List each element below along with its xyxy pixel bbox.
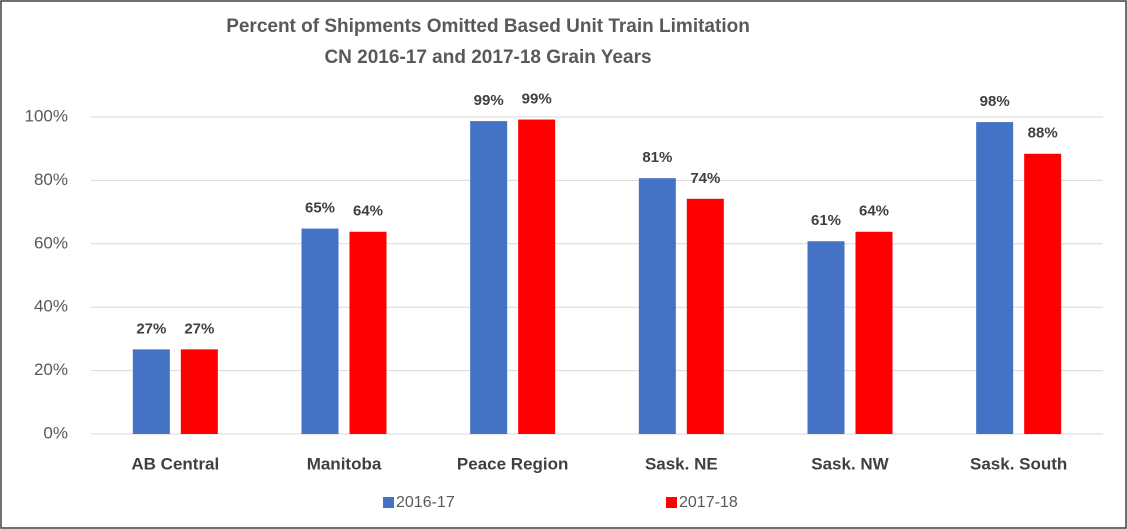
value-label: 74% [690,170,720,187]
value-label: 99% [522,91,552,108]
value-label: 27% [136,320,166,337]
bar [470,121,508,434]
y-tick-label: 0% [43,423,68,442]
chart-title: Percent of Shipments Omitted Based Unit … [226,16,750,37]
bar [180,349,218,434]
y-tick-label: 40% [34,297,68,316]
y-tick-label: 100% [25,106,68,125]
value-label: 99% [474,92,504,109]
y-tick-label: 20% [34,360,68,379]
bar [1024,153,1062,434]
bar [855,231,893,434]
x-tick-label: Manitoba [307,454,382,473]
legend-label: 2016-17 [396,494,455,511]
bar [518,119,556,434]
y-tick-label: 60% [34,233,68,252]
y-tick-label: 80% [34,170,68,189]
legend-swatch [666,497,677,508]
legend-swatch [383,497,394,508]
value-label: 65% [305,200,335,217]
bar [686,198,724,434]
bar [807,241,845,434]
bar [638,178,676,434]
x-tick-label: Peace Region [457,454,569,473]
value-label: 64% [353,203,383,220]
bar [132,349,170,434]
bar [301,228,339,434]
bar [976,122,1014,435]
chart-subtitle: CN 2016-17 and 2017-18 Grain Years [324,47,651,68]
x-tick-label: Sask. NW [811,454,889,473]
bar [349,231,387,434]
value-label: 64% [859,203,889,220]
x-tick-label: AB Central [131,454,219,473]
value-label: 27% [184,320,214,337]
x-tick-label: Sask. NE [645,454,718,473]
value-label: 98% [980,93,1010,110]
legend-label: 2017-18 [679,494,738,511]
x-tick-label: Sask. South [970,454,1067,473]
value-label: 88% [1028,125,1058,142]
value-label: 81% [642,149,672,166]
value-label: 61% [811,212,841,229]
